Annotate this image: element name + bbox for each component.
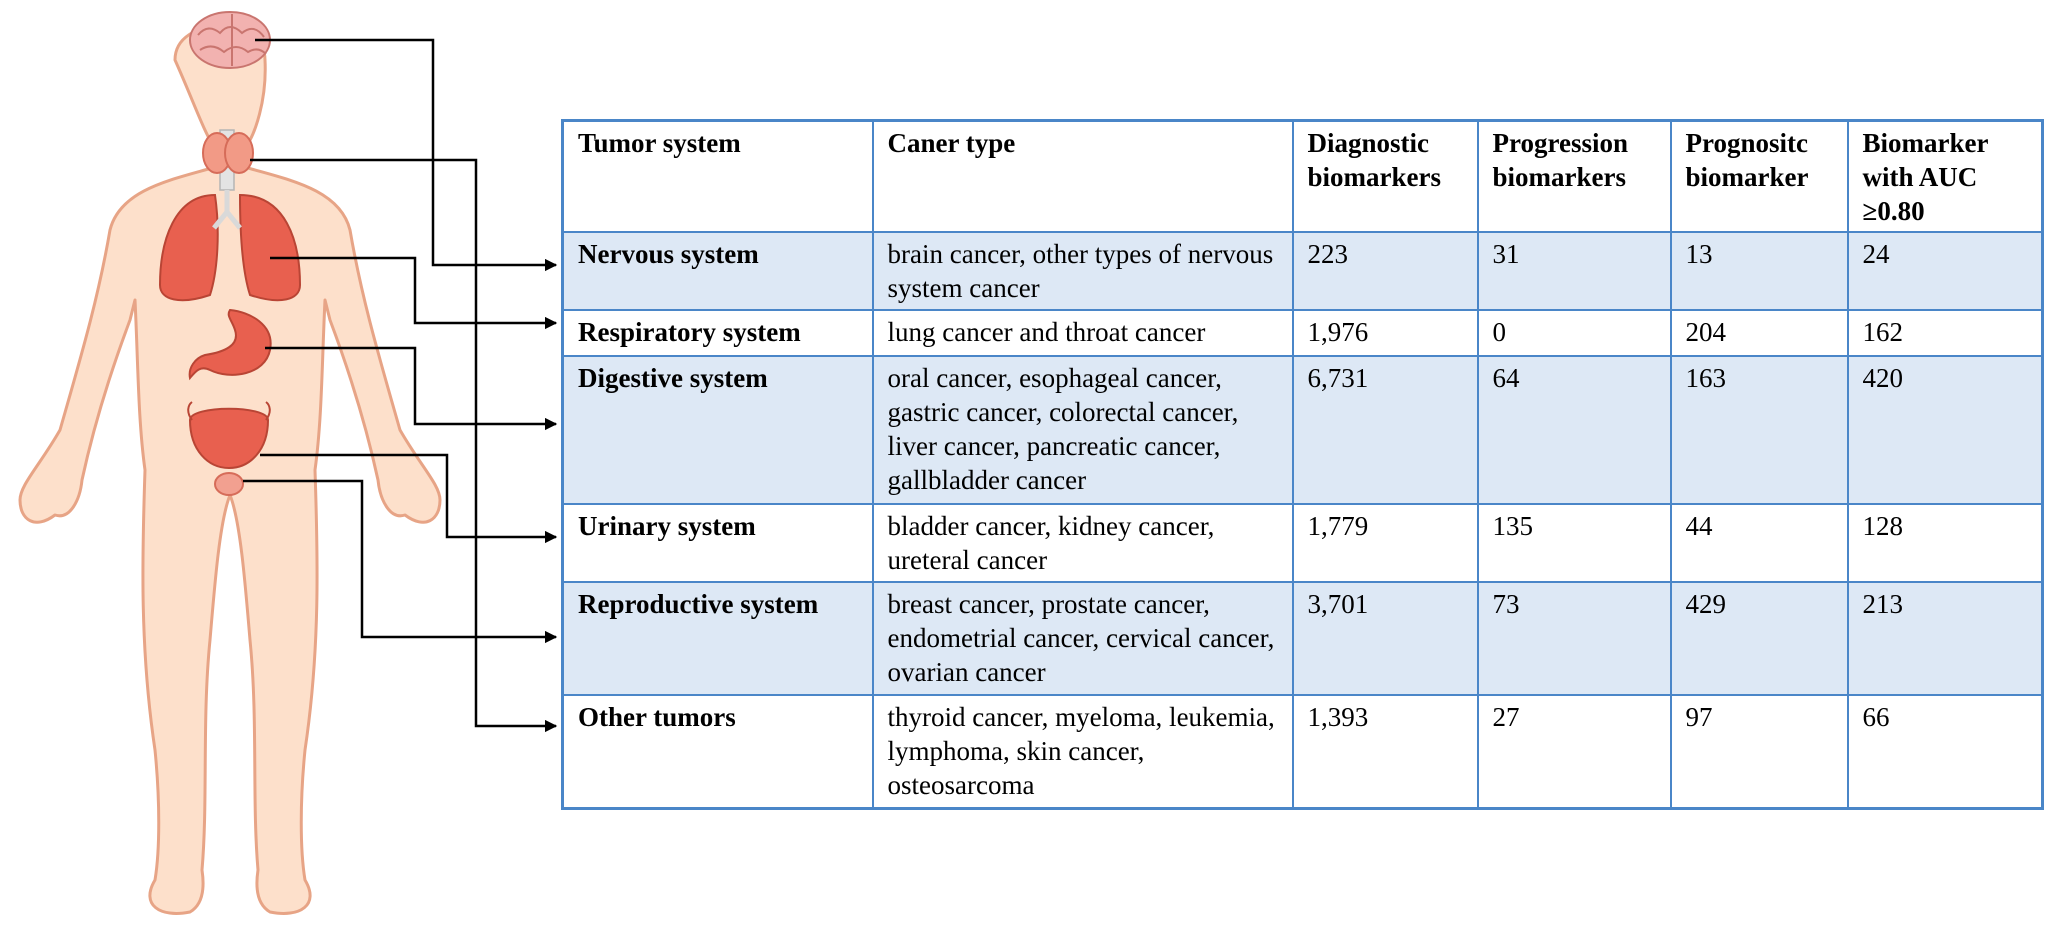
diagnostic-cell: 1,393 bbox=[1291, 694, 1479, 810]
diagnostic-cell: 223 bbox=[1291, 231, 1479, 311]
header-auc-biomarker: Biomarker with AUC ≥0.80 bbox=[1846, 119, 2044, 233]
diagnostic-cell: 1,976 bbox=[1291, 309, 1479, 357]
cancer-type-cell: lung cancer and throat cancer bbox=[871, 309, 1294, 357]
tumor-system-cell: Urinary system bbox=[561, 503, 874, 583]
prognostic-cell: 163 bbox=[1669, 355, 1849, 505]
lungs-icon bbox=[158, 190, 302, 302]
diagnostic-cell: 3,701 bbox=[1291, 581, 1479, 696]
table-row: Reproductive system breast cancer, prost… bbox=[561, 581, 2044, 696]
tumor-system-cell: Digestive system bbox=[561, 355, 874, 505]
auc-cell: 24 bbox=[1846, 231, 2044, 311]
prognostic-cell: 204 bbox=[1669, 309, 1849, 357]
progression-cell: 64 bbox=[1476, 355, 1672, 505]
prognostic-cell: 429 bbox=[1669, 581, 1849, 696]
diagnostic-cell: 6,731 bbox=[1291, 355, 1479, 505]
arrow-lungs-to-respiratory bbox=[270, 256, 558, 330]
table-row: Nervous system brain cancer, other types… bbox=[561, 231, 2044, 311]
arrow-brain-to-nervous bbox=[255, 38, 558, 272]
human-body-icon bbox=[18, 24, 442, 915]
table-row: Respiratory system lung cancer and throa… bbox=[561, 309, 2044, 357]
table-row: Digestive system oral cancer, esophageal… bbox=[561, 355, 2044, 505]
header-prognostic-biomarker: Prognositc biomarker bbox=[1669, 119, 1849, 233]
auc-cell: 128 bbox=[1846, 503, 2044, 583]
cancer-type-cell: breast cancer, prostate cancer, endometr… bbox=[871, 581, 1294, 696]
cancer-type-cell: oral cancer, esophageal cancer, gastric … bbox=[871, 355, 1294, 505]
table-row: Urinary system bladder cancer, kidney ca… bbox=[561, 503, 2044, 583]
auc-cell: 420 bbox=[1846, 355, 2044, 505]
tumor-system-cell: Other tumors bbox=[561, 694, 874, 810]
cancer-type-cell: brain cancer, other types of nervous sys… bbox=[871, 231, 1294, 311]
arrow-thyroid-to-other bbox=[250, 158, 558, 733]
thyroid-icon bbox=[202, 129, 254, 191]
biomarker-table: Tumor system Caner type Diagnostic bioma… bbox=[561, 119, 2044, 810]
auc-cell: 213 bbox=[1846, 581, 2044, 696]
table-header-row: Tumor system Caner type Diagnostic bioma… bbox=[561, 119, 2044, 233]
progression-cell: 27 bbox=[1476, 694, 1672, 810]
arrow-bladder-to-urinary bbox=[260, 453, 558, 544]
table-row: Other tumors thyroid cancer, myeloma, le… bbox=[561, 694, 2044, 810]
prognostic-cell: 97 bbox=[1669, 694, 1849, 810]
bladder-icon bbox=[187, 401, 271, 470]
header-tumor-system: Tumor system bbox=[561, 119, 874, 233]
tumor-system-cell: Reproductive system bbox=[561, 581, 874, 696]
prognostic-cell: 44 bbox=[1669, 503, 1849, 583]
header-diagnostic-biomarkers: Diagnostic biomarkers bbox=[1291, 119, 1479, 233]
auc-cell: 66 bbox=[1846, 694, 2044, 810]
progression-cell: 0 bbox=[1476, 309, 1672, 357]
cancer-type-cell: thyroid cancer, myeloma, leukemia, lymph… bbox=[871, 694, 1294, 810]
arrow-stomach-to-digestive bbox=[265, 346, 558, 431]
prognostic-cell: 13 bbox=[1669, 231, 1849, 311]
brain-icon bbox=[189, 11, 271, 69]
progression-cell: 73 bbox=[1476, 581, 1672, 696]
stomach-icon bbox=[188, 308, 272, 381]
progression-cell: 135 bbox=[1476, 503, 1672, 583]
tumor-system-cell: Respiratory system bbox=[561, 309, 874, 357]
header-progression-biomarkers: Progression biomarkers bbox=[1476, 119, 1672, 233]
progression-cell: 31 bbox=[1476, 231, 1672, 311]
cancer-type-cell: bladder cancer, kidney cancer, ureteral … bbox=[871, 503, 1294, 583]
arrow-prostate-to-reproductive bbox=[243, 479, 558, 644]
tumor-system-cell: Nervous system bbox=[561, 231, 874, 311]
auc-cell: 162 bbox=[1846, 309, 2044, 357]
header-cancer-type: Caner type bbox=[871, 119, 1294, 233]
prostate-icon bbox=[214, 472, 244, 496]
diagnostic-cell: 1,779 bbox=[1291, 503, 1479, 583]
